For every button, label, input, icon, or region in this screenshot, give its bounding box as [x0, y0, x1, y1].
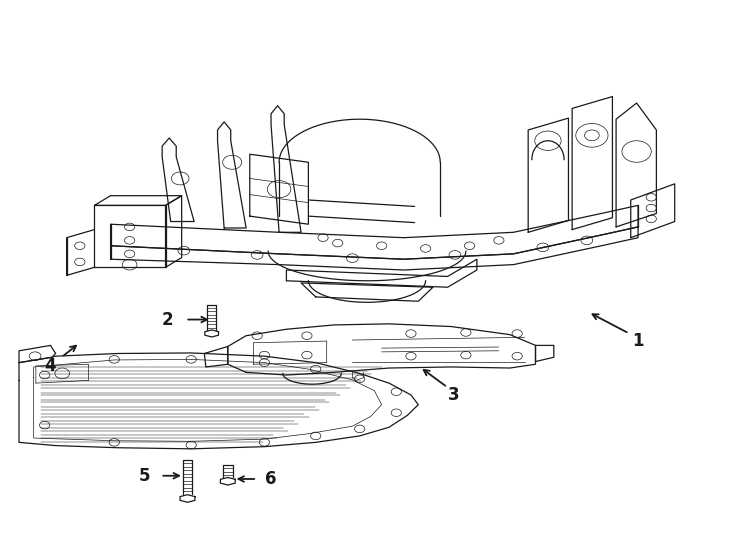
Text: 5: 5: [139, 467, 150, 485]
Text: 2: 2: [162, 310, 173, 328]
Text: 6: 6: [264, 470, 276, 488]
Text: 3: 3: [448, 386, 459, 404]
Text: 4: 4: [45, 357, 57, 375]
Text: 1: 1: [632, 332, 644, 350]
